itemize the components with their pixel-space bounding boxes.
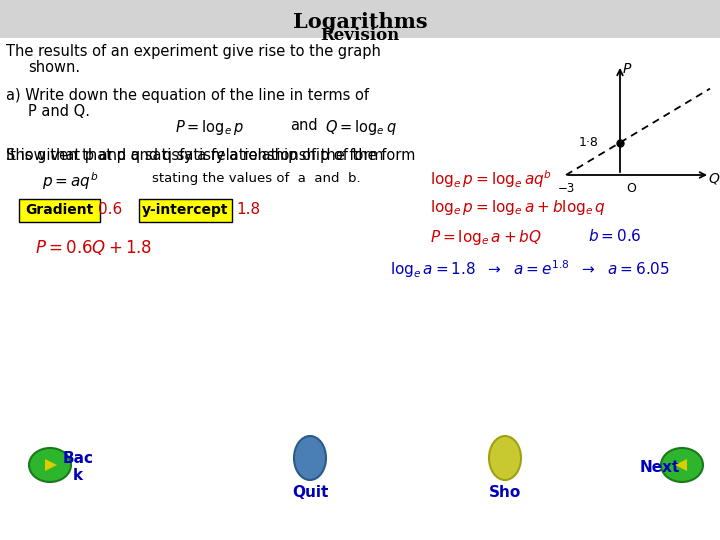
Text: The results of an experiment give rise to the graph: The results of an experiment give rise t… xyxy=(6,44,381,59)
Ellipse shape xyxy=(294,436,326,480)
Text: Show that p and q satisfy a relationship of the form: Show that p and q satisfy a relationship… xyxy=(6,148,384,163)
Ellipse shape xyxy=(661,448,703,482)
Polygon shape xyxy=(675,459,687,471)
Text: $Q = \log_e q$: $Q = \log_e q$ xyxy=(325,118,397,137)
FancyBboxPatch shape xyxy=(19,199,99,221)
Polygon shape xyxy=(45,459,57,471)
Text: $P = 0.6Q + 1.8$: $P = 0.6Q + 1.8$ xyxy=(35,238,152,257)
Text: 1.8: 1.8 xyxy=(236,202,260,218)
Text: O: O xyxy=(626,182,636,195)
Text: Logarithms: Logarithms xyxy=(293,12,427,32)
Text: $\log_e a = 1.8\ \ \rightarrow\ \ a = e^{1.8}\ \ \rightarrow\ \ a = 6.05$: $\log_e a = 1.8\ \ \rightarrow\ \ a = e^… xyxy=(390,258,670,280)
Text: and: and xyxy=(290,118,318,133)
Text: stating the values of  a  and  b.: stating the values of a and b. xyxy=(152,172,361,185)
Text: $\log_e p = \log_e a + b\log_e q$: $\log_e p = \log_e a + b\log_e q$ xyxy=(430,198,606,217)
Text: $p = aq^b$: $p = aq^b$ xyxy=(42,170,99,192)
Text: Quit: Quit xyxy=(292,485,328,500)
Text: $\log_e p = \log_e aq^b$: $\log_e p = \log_e aq^b$ xyxy=(430,168,552,190)
Text: −3: −3 xyxy=(557,182,575,195)
Text: P and Q.: P and Q. xyxy=(28,104,90,119)
Text: y-intercept: y-intercept xyxy=(142,203,228,217)
Text: 0.6: 0.6 xyxy=(98,202,122,218)
Ellipse shape xyxy=(489,436,521,480)
Text: Gradient: Gradient xyxy=(25,203,93,217)
Text: Bac
k: Bac k xyxy=(63,451,94,483)
Ellipse shape xyxy=(29,448,71,482)
Text: 1·8: 1·8 xyxy=(579,137,599,150)
Text: Sho: Sho xyxy=(489,485,521,500)
Text: P: P xyxy=(623,62,631,76)
Text: Next: Next xyxy=(640,460,680,475)
Text: $P = \log_e a + bQ$: $P = \log_e a + bQ$ xyxy=(430,228,542,247)
Text: Q: Q xyxy=(708,171,719,185)
Text: Revision: Revision xyxy=(320,27,400,44)
Text: a) Write down the equation of the line in terms of: a) Write down the equation of the line i… xyxy=(6,88,369,103)
Text: $b = 0.6$: $b = 0.6$ xyxy=(588,228,642,244)
Text: It is given that p and q satisfy a relationship of the form: It is given that p and q satisfy a relat… xyxy=(6,148,415,163)
FancyBboxPatch shape xyxy=(138,199,232,221)
FancyBboxPatch shape xyxy=(0,0,720,38)
Text: shown.: shown. xyxy=(28,60,80,75)
Text: $P = \log_e p$: $P = \log_e p$ xyxy=(175,118,244,137)
